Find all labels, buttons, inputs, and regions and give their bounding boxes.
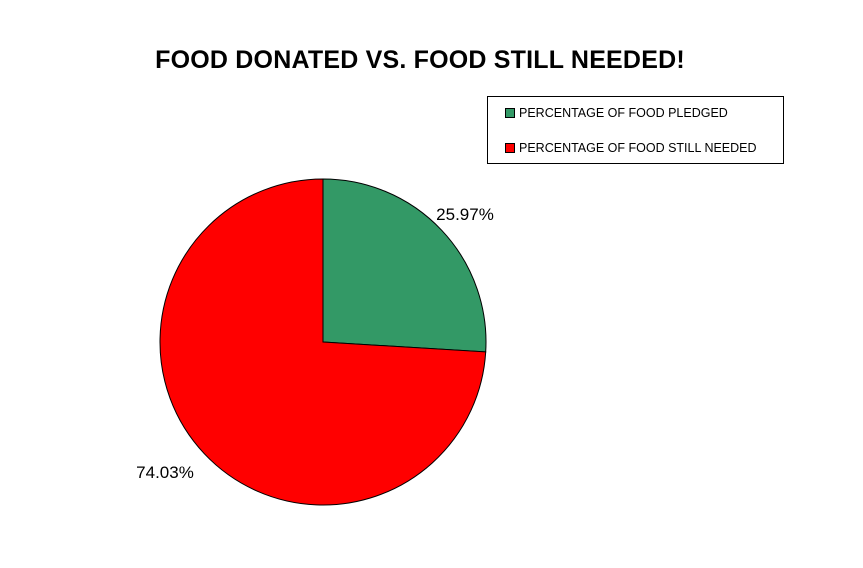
- legend-label-food-still-needed: PERCENTAGE OF FOOD STILL NEEDED: [519, 141, 757, 155]
- chart-title: FOOD DONATED VS. FOOD STILL NEEDED!: [155, 46, 685, 74]
- slice-value-label-food-still-needed: 74.03%: [136, 463, 194, 482]
- slice-value-label-food-pledged: 25.97%: [436, 205, 494, 224]
- legend-swatch-food-pledged: [505, 108, 515, 118]
- legend-item-food-pledged: PERCENTAGE OF FOOD PLEDGED: [505, 105, 728, 121]
- legend-swatch-food-still-needed: [505, 143, 515, 153]
- pie-slice-food-pledged: [322, 178, 487, 353]
- pie-slice-food-still-needed: [159, 178, 487, 506]
- legend-label-food-pledged: PERCENTAGE OF FOOD PLEDGED: [519, 106, 728, 120]
- legend-item-food-still-needed: PERCENTAGE OF FOOD STILL NEEDED: [505, 140, 757, 156]
- chart-legend: PERCENTAGE OF FOOD PLEDGED PERCENTAGE OF…: [487, 96, 784, 164]
